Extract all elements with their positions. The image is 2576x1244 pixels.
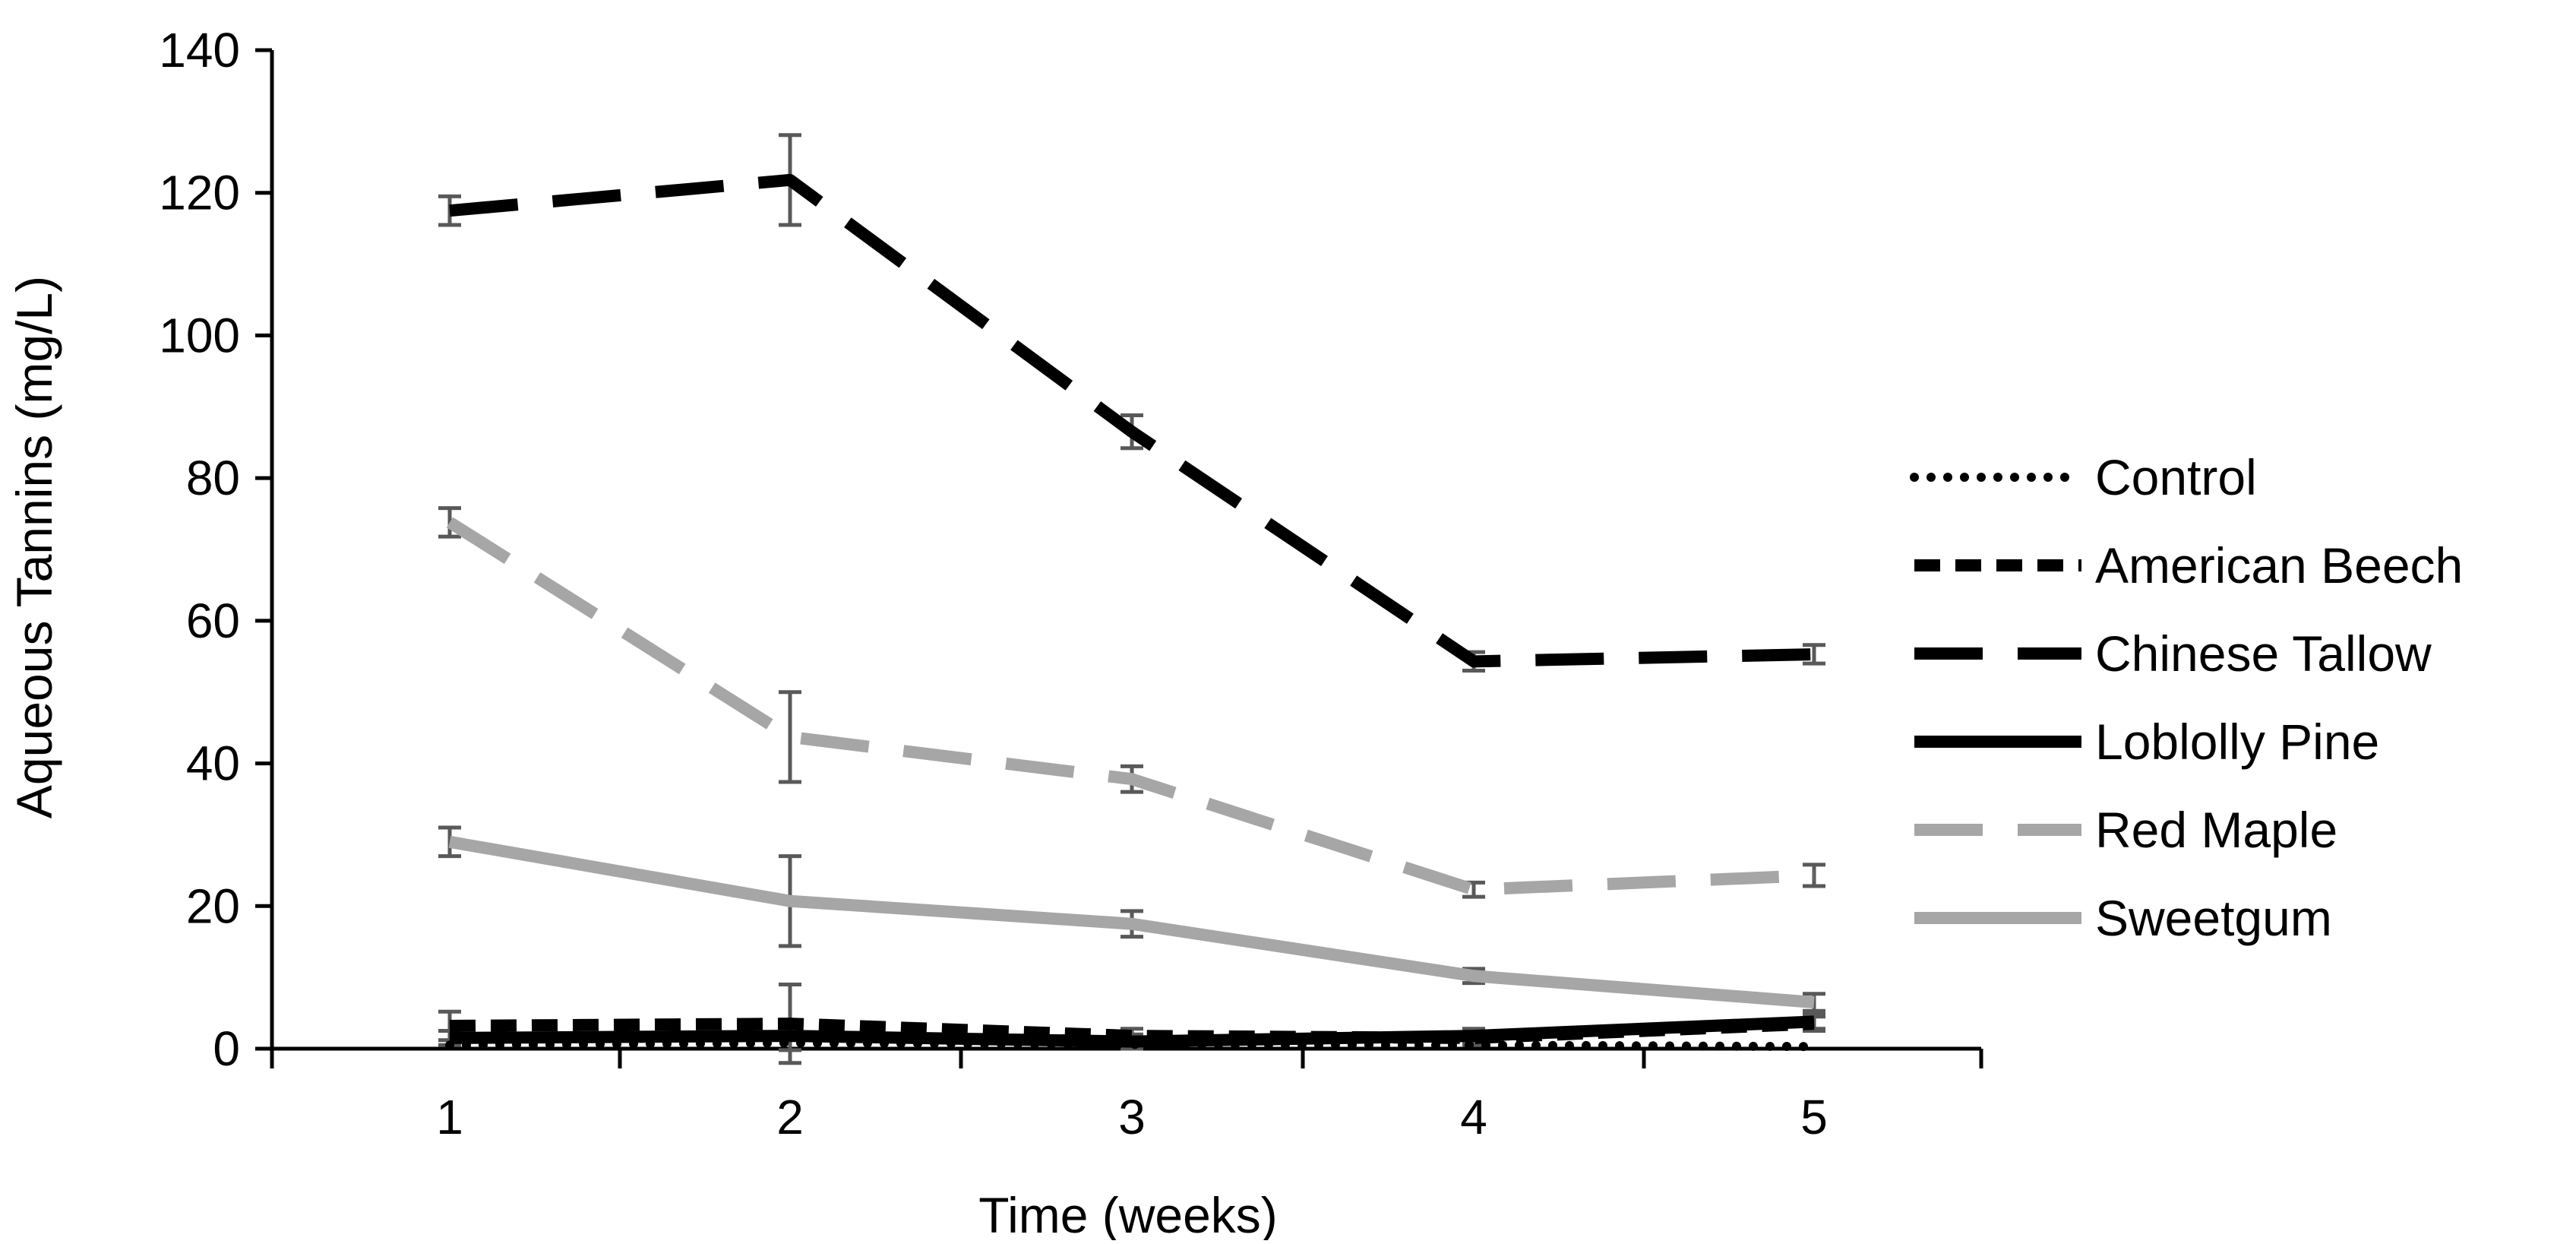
x-tick-label: 3 <box>1118 1090 1146 1144</box>
y-tick-label: 100 <box>159 308 240 362</box>
y-axis-label: Aqueous Tannins (mg/L) <box>6 276 62 818</box>
series-lines <box>445 173 1819 1052</box>
legend-label: Loblolly Pine <box>2095 714 2379 770</box>
x-axis-label: Time (weeks) <box>978 1187 1278 1240</box>
y-tick-label: 120 <box>159 166 240 220</box>
y-tick-label: 140 <box>159 23 240 78</box>
series-line-control <box>445 1038 1819 1052</box>
series-line-american-beech <box>449 1018 1815 1044</box>
error-bar <box>1803 643 1825 666</box>
y-tick-label: 0 <box>213 1021 240 1076</box>
x-tick-label: 4 <box>1460 1090 1487 1144</box>
legend-label: Control <box>2095 449 2257 505</box>
series-line-sweetgum <box>448 835 1815 1008</box>
legend-label: American Beech <box>2095 537 2463 594</box>
legend: Control American Beech Chinese Tallow Loblo… <box>1910 449 2463 946</box>
axis-labels: Aqueous Tannins (mg/L) Time (weeks) <box>6 276 1278 1243</box>
y-tick-label: 40 <box>186 736 240 791</box>
legend-label: Chinese Tallow <box>2095 625 2432 682</box>
error-bar <box>438 825 461 859</box>
series-line-chinese-tallow <box>449 173 1815 668</box>
legend-label: Sweetgum <box>2095 890 2332 946</box>
error-bar <box>438 194 461 227</box>
y-tick-label: 60 <box>186 594 240 648</box>
legend-item: Chinese Tallow <box>1914 625 2432 682</box>
y-tick-label: 80 <box>186 451 240 505</box>
error-bar <box>779 690 801 784</box>
x-tick-label: 2 <box>776 1090 804 1144</box>
legend-item: Loblolly Pine <box>1914 714 2379 770</box>
legend-item: Control <box>1910 449 2257 505</box>
legend-label: Red Maple <box>2095 802 2337 858</box>
x-tick-label: 1 <box>436 1090 463 1144</box>
y-tick-label: 20 <box>186 878 240 933</box>
x-tick-label: 5 <box>1800 1090 1828 1144</box>
axes: 0 20 40 60 80 100 120 140 1 2 3 4 5 <box>159 23 1983 1144</box>
legend-item: Sweetgum <box>1914 890 2332 946</box>
series-line-red-maple <box>446 517 1815 896</box>
legend-item: Red Maple <box>1914 802 2337 858</box>
legend-item: American Beech <box>1914 537 2463 594</box>
